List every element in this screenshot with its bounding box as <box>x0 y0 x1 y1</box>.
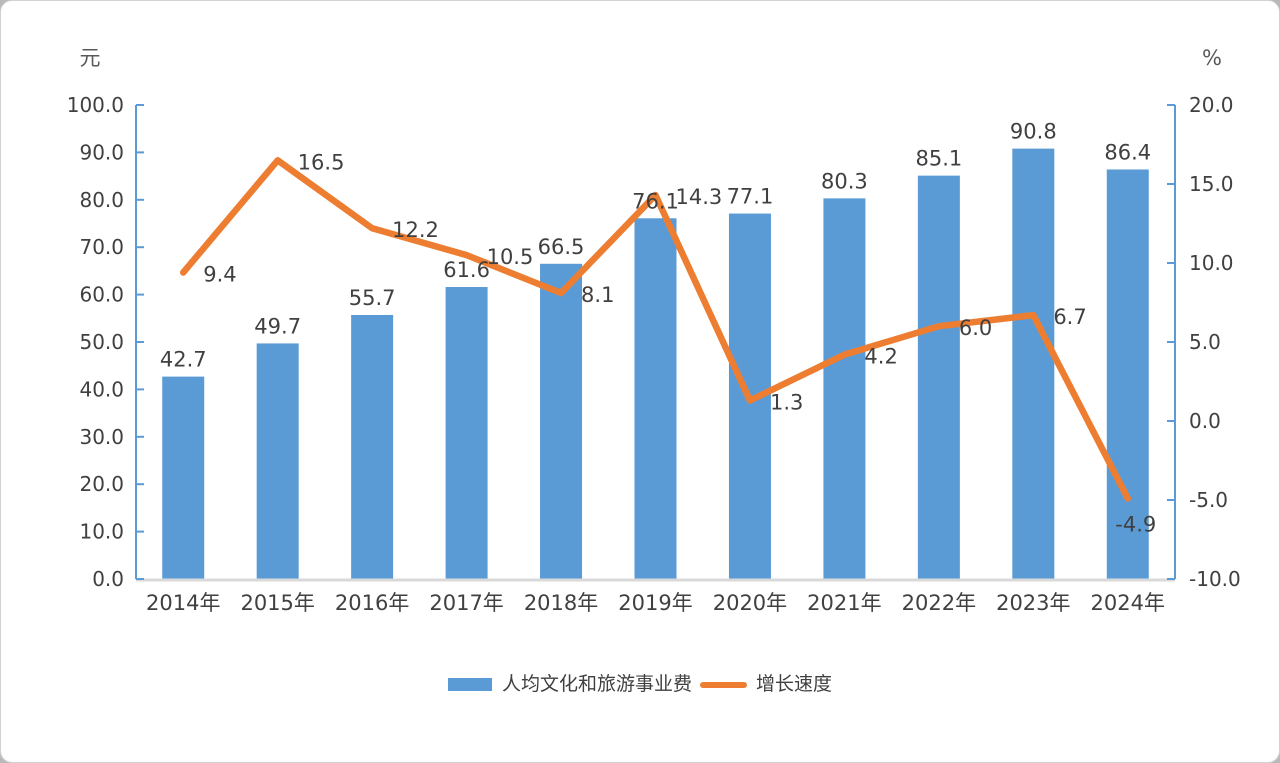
bar-2022年 <box>917 175 960 579</box>
right-tick-label: 0.0 <box>1189 409 1221 433</box>
bar-label: 66.5 <box>538 235 585 259</box>
x-axis-label: 2014年 <box>146 591 220 615</box>
bar-2019年 <box>634 218 677 579</box>
line-label: 8.1 <box>581 283 614 307</box>
bar-label: 49.7 <box>254 314 301 338</box>
bar-data-labels: 42.7 49.7 55.7 61.6 66.5 76.1 77.1 80.3 85.1 90.8… <box>160 120 1151 372</box>
right-tick-label: 15.0 <box>1189 172 1234 196</box>
x-axis-label: 2016年 <box>335 591 409 615</box>
left-tick-label: 0.0 <box>92 567 124 591</box>
left-tick-label: 20.0 <box>79 472 124 496</box>
left-tick-label: 70.0 <box>79 235 124 259</box>
bar-2014年 <box>162 376 205 579</box>
legend: 人均文化和旅游事业费 增长速度 <box>1 675 1279 694</box>
x-axis-label: 2021年 <box>807 591 881 615</box>
growth-rate-line <box>179 157 1132 502</box>
left-tick-label: 100.0 <box>67 93 124 117</box>
bar-label: 80.3 <box>821 169 868 193</box>
right-tick-label: 10.0 <box>1189 251 1234 275</box>
right-tick-label: -10.0 <box>1189 567 1241 591</box>
x-axis-label: 2019年 <box>618 591 692 615</box>
bar-label: 85.1 <box>915 147 962 171</box>
left-tick-label: 60.0 <box>79 283 124 307</box>
x-axis-label: 2023年 <box>996 591 1070 615</box>
x-axis-label: 2020年 <box>713 591 787 615</box>
line-label: 6.7 <box>1053 305 1086 329</box>
right-tick-label: 20.0 <box>1189 93 1234 117</box>
bar-2015年 <box>256 343 299 579</box>
legend-line-series-label: 增长速度 <box>756 673 833 695</box>
right-tick-label: -5.0 <box>1189 488 1228 512</box>
left-tick-label: 50.0 <box>79 330 124 354</box>
right-axis-unit: % <box>1202 46 1222 70</box>
bar-label: 61.6 <box>443 258 490 282</box>
legend-bar-swatch-icon <box>447 678 492 691</box>
line-label: 1.3 <box>770 390 803 414</box>
bar-2023年 <box>1012 148 1055 579</box>
x-axis-label: 2018年 <box>524 591 598 615</box>
bar-label: 76.1 <box>632 189 679 213</box>
line-label: 6.0 <box>959 316 992 340</box>
bar-2016年 <box>351 314 394 579</box>
left-tick-label: 90.0 <box>79 140 124 164</box>
x-axis-labels: 2014年 2015年 2016年 2017年 2018年 2019年 2020年 2021年… <box>146 591 1165 615</box>
right-tick-label: 5.0 <box>1189 330 1221 354</box>
left-tick-label: 10.0 <box>79 520 124 544</box>
x-axis-label: 2022年 <box>902 591 976 615</box>
line-label: -4.9 <box>1115 512 1156 536</box>
bar-series <box>162 148 1149 580</box>
line-label: 10.5 <box>487 245 534 269</box>
y-axis-left: 0.0 10.0 20.0 30.0 40.0 50.0 60.0 70.0 80.0 90.0 1… <box>67 46 144 591</box>
y-axis-right: -10.0 -5.0 0.0 5.0 10.0 15.0 20.0% <box>1167 46 1241 591</box>
line-label: 14.3 <box>676 185 723 209</box>
line-label: 9.4 <box>203 262 236 286</box>
bar-label: 90.8 <box>1010 120 1057 144</box>
left-axis-unit: 元 <box>80 46 101 70</box>
line-label: 4.2 <box>864 345 897 369</box>
line-label: 12.2 <box>392 218 439 242</box>
left-tick-label: 30.0 <box>79 425 124 449</box>
left-tick-label: 40.0 <box>79 377 124 401</box>
left-tick-label: 80.0 <box>79 188 124 212</box>
legend-bar-series-label: 人均文化和旅游事业费 <box>501 673 692 695</box>
line-data-labels: 9.4 16.5 12.2 10.5 8.1 14.3 1.3 4.2 6.0 6.7 -4.9 <box>203 150 1156 536</box>
legend-line-swatch-icon <box>700 681 747 688</box>
bar-label: 86.4 <box>1104 140 1151 164</box>
x-axis-label: 2024年 <box>1091 591 1165 615</box>
line-label: 16.5 <box>298 150 345 174</box>
bar-2018年 <box>540 263 583 579</box>
x-axis-label: 2015年 <box>240 591 314 615</box>
bar-2024年 <box>1106 169 1149 580</box>
bar-2017年 <box>445 287 488 579</box>
bar-label: 77.1 <box>727 185 774 209</box>
x-axis-label: 2017年 <box>429 591 503 615</box>
bar-2021年 <box>823 198 866 580</box>
bar-label: 55.7 <box>349 286 396 310</box>
bar-label: 42.7 <box>160 348 207 372</box>
